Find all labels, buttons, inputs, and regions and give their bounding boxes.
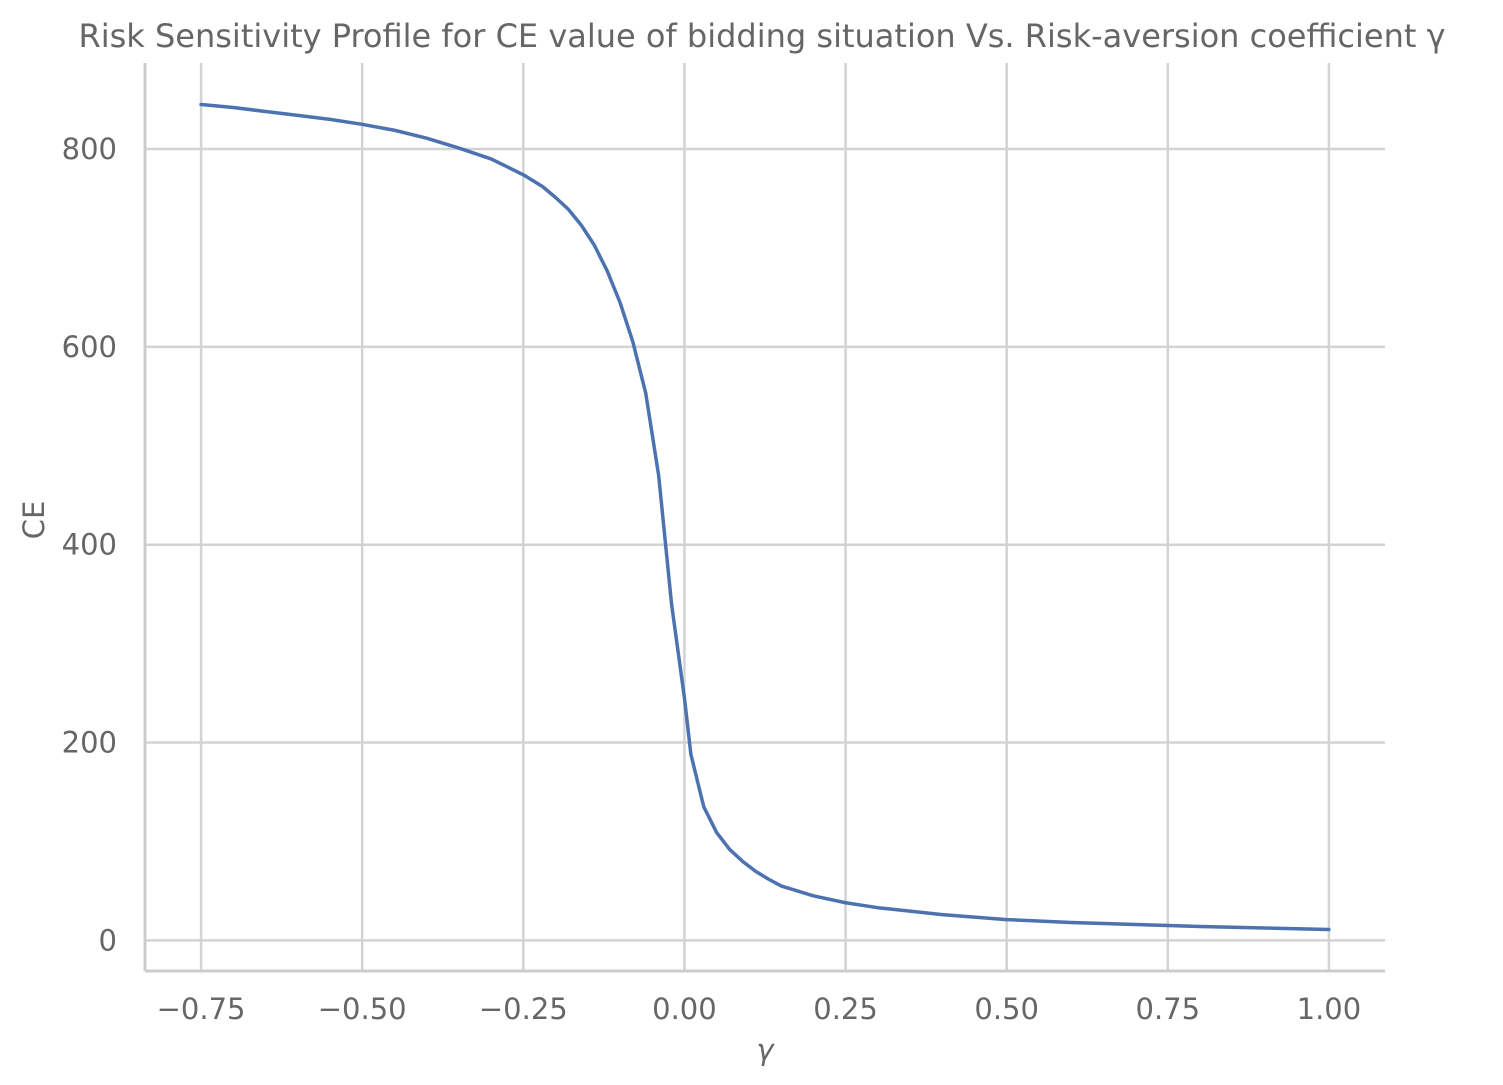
series-line-0 [199, 102, 1331, 932]
y-tick-label: 800 [62, 132, 117, 166]
x-tick-label: −0.75 [157, 992, 246, 1026]
y-axis-label: CE [17, 501, 51, 540]
y-tick-label: 0 [99, 923, 117, 957]
x-tick-label: 1.00 [1297, 992, 1362, 1026]
axes [143, 63, 1385, 973]
x-tick-label: −0.50 [318, 992, 407, 1026]
chart-title: Risk Sensitivity Profile for CE value of… [78, 17, 1445, 55]
grid [145, 63, 1385, 971]
x-tick-label: 0.00 [652, 992, 717, 1026]
x-tick-label: 0.75 [1136, 992, 1201, 1026]
series [199, 102, 1331, 932]
x-tick-label: 0.50 [974, 992, 1039, 1026]
y-tick-label: 600 [62, 330, 117, 364]
tick-labels: −0.75 −0.50 −0.25 0.00 0.25 0.50 0.75 1.00 0 200 4… [62, 132, 1362, 1026]
y-tick-label: 200 [62, 726, 117, 760]
y-tick-label: 400 [62, 528, 117, 562]
x-tick-label: 0.25 [813, 992, 878, 1026]
x-axis-label: γ [756, 1033, 775, 1067]
x-tick-label: −0.25 [479, 992, 568, 1026]
